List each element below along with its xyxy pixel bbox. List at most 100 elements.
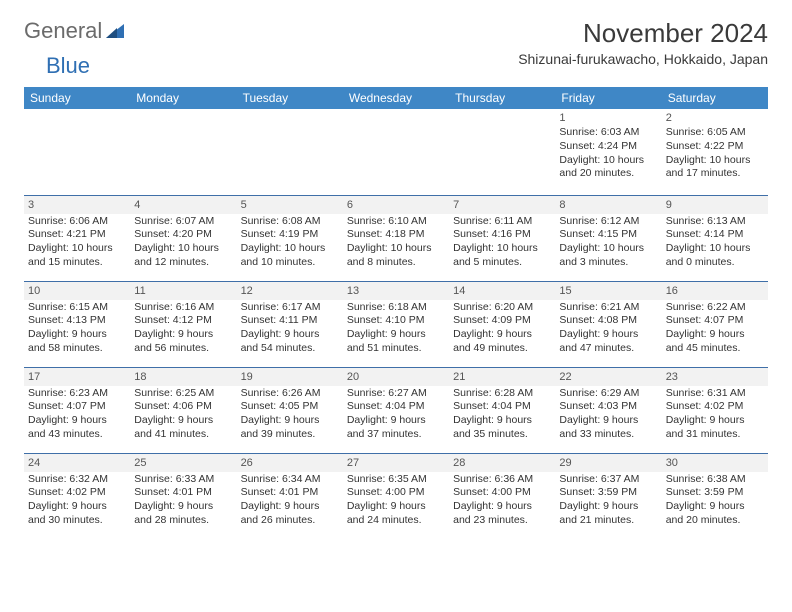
day-cell: 6Sunrise: 6:10 AMSunset: 4:18 PMDaylight… [343, 195, 449, 281]
day-cell: 2Sunrise: 6:05 AMSunset: 4:22 PMDaylight… [662, 109, 768, 195]
sunrise-text: Sunrise: 6:15 AM [28, 301, 126, 315]
sunset-text: Sunset: 4:06 PM [134, 400, 232, 414]
day-cell: 20Sunrise: 6:27 AMSunset: 4:04 PMDayligh… [343, 367, 449, 453]
sunrise-text: Sunrise: 6:03 AM [559, 126, 657, 140]
daylight-text: Daylight: 9 hours and 37 minutes. [347, 414, 445, 441]
weekday-header: Monday [130, 87, 236, 109]
day-number: 11 [130, 282, 236, 300]
day-cell: 24Sunrise: 6:32 AMSunset: 4:02 PMDayligh… [24, 453, 130, 539]
sunrise-text: Sunrise: 6:22 AM [666, 301, 764, 315]
day-cell [237, 109, 343, 195]
daylight-text: Daylight: 10 hours and 10 minutes. [241, 242, 339, 269]
daylight-text: Daylight: 9 hours and 39 minutes. [241, 414, 339, 441]
sunset-text: Sunset: 4:13 PM [28, 314, 126, 328]
day-cell: 22Sunrise: 6:29 AMSunset: 4:03 PMDayligh… [555, 367, 661, 453]
day-number: 20 [343, 368, 449, 386]
sunset-text: Sunset: 4:01 PM [241, 486, 339, 500]
sunset-text: Sunset: 4:14 PM [666, 228, 764, 242]
daylight-text: Daylight: 9 hours and 47 minutes. [559, 328, 657, 355]
sunset-text: Sunset: 4:07 PM [28, 400, 126, 414]
day-number: 27 [343, 454, 449, 472]
daylight-text: Daylight: 9 hours and 31 minutes. [666, 414, 764, 441]
day-cell: 25Sunrise: 6:33 AMSunset: 4:01 PMDayligh… [130, 453, 236, 539]
sunrise-text: Sunrise: 6:10 AM [347, 215, 445, 229]
sunrise-text: Sunrise: 6:32 AM [28, 473, 126, 487]
sunset-text: Sunset: 4:00 PM [347, 486, 445, 500]
sunrise-text: Sunrise: 6:35 AM [347, 473, 445, 487]
day-cell: 23Sunrise: 6:31 AMSunset: 4:02 PMDayligh… [662, 367, 768, 453]
daylight-text: Daylight: 9 hours and 49 minutes. [453, 328, 551, 355]
calendar-row: 24Sunrise: 6:32 AMSunset: 4:02 PMDayligh… [24, 453, 768, 539]
sunrise-text: Sunrise: 6:28 AM [453, 387, 551, 401]
sunrise-text: Sunrise: 6:26 AM [241, 387, 339, 401]
daylight-text: Daylight: 9 hours and 58 minutes. [28, 328, 126, 355]
sunset-text: Sunset: 3:59 PM [666, 486, 764, 500]
day-cell: 4Sunrise: 6:07 AMSunset: 4:20 PMDaylight… [130, 195, 236, 281]
daylight-text: Daylight: 10 hours and 15 minutes. [28, 242, 126, 269]
day-cell: 12Sunrise: 6:17 AMSunset: 4:11 PMDayligh… [237, 281, 343, 367]
day-cell: 16Sunrise: 6:22 AMSunset: 4:07 PMDayligh… [662, 281, 768, 367]
sunrise-text: Sunrise: 6:07 AM [134, 215, 232, 229]
daylight-text: Daylight: 9 hours and 24 minutes. [347, 500, 445, 527]
calendar-row: 10Sunrise: 6:15 AMSunset: 4:13 PMDayligh… [24, 281, 768, 367]
daylight-text: Daylight: 10 hours and 17 minutes. [666, 154, 764, 181]
day-cell [24, 109, 130, 195]
day-cell: 7Sunrise: 6:11 AMSunset: 4:16 PMDaylight… [449, 195, 555, 281]
sunrise-text: Sunrise: 6:36 AM [453, 473, 551, 487]
day-cell: 30Sunrise: 6:38 AMSunset: 3:59 PMDayligh… [662, 453, 768, 539]
daylight-text: Daylight: 9 hours and 28 minutes. [134, 500, 232, 527]
sunset-text: Sunset: 4:04 PM [453, 400, 551, 414]
sunset-text: Sunset: 4:02 PM [28, 486, 126, 500]
sunset-text: Sunset: 4:00 PM [453, 486, 551, 500]
day-number: 21 [449, 368, 555, 386]
calendar-row: 3Sunrise: 6:06 AMSunset: 4:21 PMDaylight… [24, 195, 768, 281]
day-number: 25 [130, 454, 236, 472]
day-cell [343, 109, 449, 195]
sunrise-text: Sunrise: 6:17 AM [241, 301, 339, 315]
sunrise-text: Sunrise: 6:20 AM [453, 301, 551, 315]
sunset-text: Sunset: 4:07 PM [666, 314, 764, 328]
weekday-header-row: Sunday Monday Tuesday Wednesday Thursday… [24, 87, 768, 109]
sunrise-text: Sunrise: 6:08 AM [241, 215, 339, 229]
daylight-text: Daylight: 9 hours and 45 minutes. [666, 328, 764, 355]
daylight-text: Daylight: 9 hours and 43 minutes. [28, 414, 126, 441]
day-cell: 9Sunrise: 6:13 AMSunset: 4:14 PMDaylight… [662, 195, 768, 281]
daylight-text: Daylight: 9 hours and 33 minutes. [559, 414, 657, 441]
calendar-table: Sunday Monday Tuesday Wednesday Thursday… [24, 87, 768, 539]
day-number: 9 [662, 196, 768, 214]
daylight-text: Daylight: 9 hours and 23 minutes. [453, 500, 551, 527]
sunset-text: Sunset: 4:01 PM [134, 486, 232, 500]
sunrise-text: Sunrise: 6:25 AM [134, 387, 232, 401]
day-number: 8 [555, 196, 661, 214]
day-number: 19 [237, 368, 343, 386]
daylight-text: Daylight: 9 hours and 56 minutes. [134, 328, 232, 355]
weekday-header: Tuesday [237, 87, 343, 109]
sunset-text: Sunset: 4:09 PM [453, 314, 551, 328]
daylight-text: Daylight: 10 hours and 0 minutes. [666, 242, 764, 269]
day-number: 10 [24, 282, 130, 300]
weekday-header: Saturday [662, 87, 768, 109]
sunset-text: Sunset: 4:10 PM [347, 314, 445, 328]
day-number: 13 [343, 282, 449, 300]
day-number: 26 [237, 454, 343, 472]
sunrise-text: Sunrise: 6:21 AM [559, 301, 657, 315]
day-cell: 27Sunrise: 6:35 AMSunset: 4:00 PMDayligh… [343, 453, 449, 539]
sunrise-text: Sunrise: 6:33 AM [134, 473, 232, 487]
sunrise-text: Sunrise: 6:13 AM [666, 215, 764, 229]
daylight-text: Daylight: 9 hours and 30 minutes. [28, 500, 126, 527]
day-number: 6 [343, 196, 449, 214]
daylight-text: Daylight: 9 hours and 21 minutes. [559, 500, 657, 527]
day-number: 18 [130, 368, 236, 386]
logo-sail-icon [106, 24, 128, 40]
day-cell: 18Sunrise: 6:25 AMSunset: 4:06 PMDayligh… [130, 367, 236, 453]
day-cell: 17Sunrise: 6:23 AMSunset: 4:07 PMDayligh… [24, 367, 130, 453]
sunrise-text: Sunrise: 6:11 AM [453, 215, 551, 229]
sunset-text: Sunset: 4:22 PM [666, 140, 764, 154]
day-number: 1 [559, 111, 657, 125]
sunset-text: Sunset: 4:21 PM [28, 228, 126, 242]
sunset-text: Sunset: 4:12 PM [134, 314, 232, 328]
day-number: 2 [666, 111, 764, 125]
sunset-text: Sunset: 4:24 PM [559, 140, 657, 154]
calendar-row: 17Sunrise: 6:23 AMSunset: 4:07 PMDayligh… [24, 367, 768, 453]
day-cell: 28Sunrise: 6:36 AMSunset: 4:00 PMDayligh… [449, 453, 555, 539]
